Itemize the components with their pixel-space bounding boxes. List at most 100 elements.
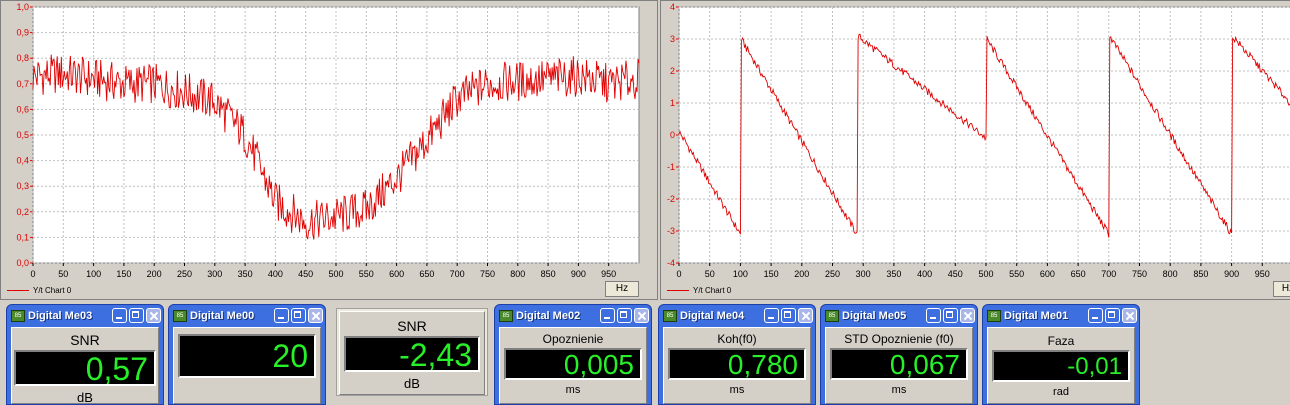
close-icon[interactable] [146,308,161,323]
x-tick-label: 800 [1163,269,1178,279]
y-tick-label: 3 [670,34,675,44]
meter-face: Faza -0,01 rad [987,327,1135,404]
maximize-icon[interactable] [781,308,796,323]
meter-label: STD Opoznienie (f0) [844,332,954,346]
meter-label: Faza [1047,334,1075,348]
meter-unit: ms [565,384,581,396]
y-tick-label: 0,3 [16,181,29,191]
meter-window-delay[interactable]: 85 Digital Me02 Opoznienie 0,005 ms [494,304,652,405]
y-tick-label: 1,0 [16,2,29,12]
x-tick-label: 500 [978,269,993,279]
close-icon[interactable] [798,308,813,323]
magnitude-chart[interactable]: 0,0 0,1 0,2 0,3 0,4 0,5 0,6 0,7 0,8 0,9 1,0 0 50 100 1… [0,0,658,300]
x-tick-label: 200 [794,269,809,279]
minimize-icon[interactable] [274,308,289,323]
x-unit-box: Hz [605,281,639,297]
close-icon[interactable] [634,308,649,323]
x-tick-label: 400 [917,269,932,279]
x-tick-label: 800 [510,269,525,279]
window-app-icon: 85 [173,309,187,322]
meter-window-snr[interactable]: 85 Digital Me03 SNR 0,57 dB [6,304,164,405]
x-tick-label: 250 [177,269,192,279]
x-tick-label: 350 [886,269,901,279]
x-tick-label: 100 [86,269,101,279]
meter-label: SNR [70,332,100,348]
legend-swatch [667,290,689,291]
meter-window-coherence[interactable]: 85 Digital Me04 Koh(f0) 0,780 ms [658,304,816,405]
meter-titlebar[interactable]: 85 Digital Me02 [495,305,651,326]
meter-titlebar[interactable]: 85 Digital Me04 [659,305,815,326]
x-tick-label: 850 [541,269,556,279]
meter-face: Opoznienie 0,005 ms [499,327,647,404]
minimize-icon[interactable] [764,308,779,323]
meter-display: -2,43 [344,336,480,372]
y-tick-label: -4 [667,258,675,268]
x-tick-label: 650 [1071,269,1086,279]
maximize-icon[interactable] [1105,308,1120,323]
x-tick-label: 700 [450,269,465,279]
x-tick-label: 550 [1009,269,1024,279]
window-app-icon: 85 [663,309,677,322]
meter-panel-snr[interactable]: SNR -2,43 dB [336,308,488,396]
x-tick-label: 950 [1255,269,1270,279]
maximize-icon[interactable] [291,308,306,323]
minimize-icon[interactable] [600,308,615,323]
close-icon[interactable] [1122,308,1137,323]
y-tick-label: -3 [667,226,675,236]
meter-window-std-delay[interactable]: 85 Digital Me05 STD Opoznienie (f0) 0,06… [820,304,978,405]
meter-unit: ms [729,384,745,396]
meter-unit: dB [404,376,420,391]
x-tick-label: 100 [733,269,748,279]
maximize-icon[interactable] [943,308,958,323]
minimize-icon[interactable] [926,308,941,323]
x-tick-label: 700 [1101,269,1116,279]
y-tick-label: 0,6 [16,104,29,114]
close-icon[interactable] [308,308,323,323]
chart-legend: Y/t Chart 0 [667,286,731,295]
y-tick-label: 0,1 [16,232,29,242]
meter-title: Digital Me02 [516,309,581,322]
meter-title: Digital Me01 [1004,309,1069,322]
meter-face: SNR 0,57 dB [11,327,159,405]
legend-swatch [7,290,29,291]
meter-titlebar[interactable]: 85 Digital Me05 [821,305,977,326]
x-tick-label: 750 [480,269,495,279]
meter-label: SNR [397,318,427,334]
meter-title: Digital Me03 [28,309,93,322]
meter-titlebar[interactable]: 85 Digital Me03 [7,305,163,326]
meter-face: SNR -2,43 dB [339,311,485,395]
x-tick-label: 900 [571,269,586,279]
window-app-icon: 85 [11,309,25,322]
minimize-icon[interactable] [1088,308,1103,323]
x-tick-label: 500 [328,269,343,279]
x-tick-label: 600 [1040,269,1055,279]
phase-chart[interactable]: -4 -3 -2 -1 0 1 2 3 4 0 50 100 150 200 250 300 350 400 450… [660,0,1290,300]
meter-window-phase[interactable]: 85 Digital Me01 Faza -0,01 rad [982,304,1140,405]
meter-titlebar[interactable]: 85 Digital Me01 [983,305,1139,326]
x-unit-box: Hz [1273,281,1290,297]
x-tick-label: 650 [419,269,434,279]
magnitude-chart-plot: 0,0 0,1 0,2 0,3 0,4 0,5 0,6 0,7 0,8 0,9 1,0 0 50 100 1… [16,2,640,279]
meter-unit: ms [891,384,907,396]
minimize-icon[interactable] [112,308,127,323]
meter-display: 0,780 [668,348,806,380]
x-tick-label: 950 [601,269,616,279]
y-tick-label: 0,8 [16,53,29,63]
legend-label: Y/t Chart 0 [33,286,72,295]
x-tick-label: 150 [116,269,131,279]
x-tick-label: 450 [948,269,963,279]
x-tick-label: 900 [1224,269,1239,279]
y-tick-label: 0 [670,130,675,140]
series-line [678,33,1290,238]
x-tick-label: 400 [268,269,283,279]
y-tick-label: -1 [667,162,675,172]
maximize-icon[interactable] [617,308,632,323]
x-tick-label: 150 [764,269,779,279]
x-tick-label: 200 [147,269,162,279]
meter-window-value[interactable]: 85 Digital Me00 20 [168,304,326,405]
x-tick-label: 350 [238,269,253,279]
y-tick-label: 0,5 [16,130,29,140]
meter-titlebar[interactable]: 85 Digital Me00 [169,305,325,326]
close-icon[interactable] [960,308,975,323]
maximize-icon[interactable] [129,308,144,323]
